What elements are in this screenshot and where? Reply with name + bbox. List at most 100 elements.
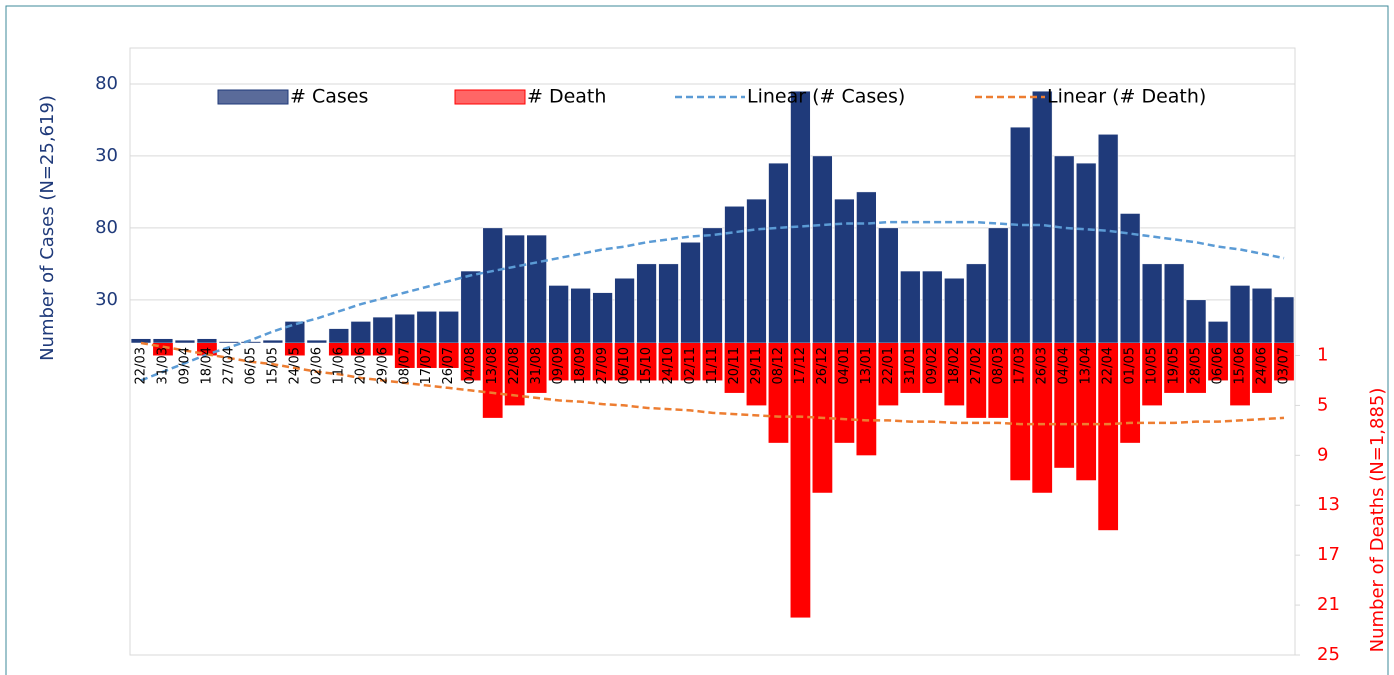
x-tick-label: 29/11 [749,347,764,384]
bar [724,343,745,393]
legend-swatch [454,89,526,105]
x-tick-label: 28/05 [1189,347,1204,384]
x-tick-label: 22/01 [881,347,896,384]
bar [372,343,393,356]
x-tick-label: 24/10 [661,347,676,384]
bar [614,343,635,381]
y2-tick-label: 9 [1317,444,1328,465]
x-tick-label: 22/04 [1101,347,1116,384]
bar [262,339,284,344]
bar [1054,155,1075,344]
bar [460,343,481,381]
bar [284,343,305,356]
bar [284,321,305,344]
bar [856,191,877,344]
bar [922,270,943,344]
x-tick-label: 17/03 [1013,347,1028,384]
bar [1185,299,1207,344]
frame [5,5,1389,675]
bar [570,288,591,344]
bar [1076,162,1097,344]
bar [504,343,525,406]
x-tick-label: 31/01 [903,347,918,384]
x-tick-label: 08/07 [397,347,412,384]
x-tick-label: 13/04 [1079,347,1094,384]
x-tick-label: 17/07 [419,347,434,384]
bar [768,343,789,443]
bar [1010,343,1031,481]
y2-tick-label: 25 [1317,644,1340,665]
bar [1076,343,1097,481]
bar [1186,343,1206,393]
bar [350,343,371,356]
bar [702,227,723,344]
x-tick-label: 09/04 [177,347,192,384]
bar [174,339,196,344]
bar [416,343,437,368]
x-tick-label: 19/05 [1167,347,1182,384]
x-tick-label: 02/11 [683,347,698,384]
x-tick-label: 11/06 [331,347,346,384]
bar [592,343,613,381]
bar [1164,343,1184,393]
bar [834,198,855,344]
x-tick-label: 27/04 [221,347,236,384]
x-tick-label: 26/07 [441,347,456,384]
x-tick-label: 18/04 [199,347,214,384]
bar [416,311,437,344]
bar [1142,343,1163,406]
bar [328,328,349,344]
x-tick-label: 31/08 [529,347,544,384]
bar [1032,343,1053,493]
bar [526,234,547,344]
bar [240,341,262,344]
bar [944,277,965,344]
x-tick-label: 20/11 [727,347,742,384]
bar [790,90,811,344]
x-tick-label: 31/03 [155,347,170,384]
y2-tick-label: 13 [1317,494,1340,515]
legend-label: # Cases [290,86,368,108]
bar [878,343,899,406]
bar [636,263,657,344]
bar [306,339,327,344]
y2-tick-label: 1 [1317,344,1328,365]
x-tick-label: 22/08 [507,347,522,384]
x-tick-label: 13/01 [859,347,874,384]
bar [614,277,635,344]
x-tick-label: 06/05 [243,347,258,384]
bar [680,242,701,344]
x-tick-label: 17/12 [793,347,808,384]
x-tick-label: 09/09 [551,347,566,384]
x-tick-label: 20/06 [353,347,368,384]
x-tick-label: 13/08 [485,347,500,384]
bar [1010,126,1031,344]
bar [1120,343,1141,443]
bar [1054,343,1075,468]
bar [504,234,525,344]
x-tick-label: 04/04 [1057,347,1072,384]
bar [1230,343,1250,406]
bar [372,316,393,344]
bar [966,263,987,344]
legend-swatch [217,89,289,105]
bar [438,311,459,344]
bar [328,343,349,356]
x-tick-label: 26/12 [815,347,830,384]
trend-line [140,220,1285,382]
bar [900,270,921,344]
bar [790,343,811,618]
plot-area [129,47,1296,656]
bar [658,343,679,381]
y-tick-label: 80 [95,217,118,238]
x-tick-label: 18/09 [573,347,588,384]
legend-label: Linear (# Death) [1047,86,1206,108]
bar [1207,321,1229,344]
bar [1208,343,1228,381]
y-tick-label: 30 [95,145,118,166]
x-tick-label: 18/02 [947,347,962,384]
legend-label: # Death [527,86,606,108]
x-tick-label: 26/03 [1035,347,1050,384]
y2-tick-label: 21 [1317,594,1340,615]
bar [812,155,833,344]
